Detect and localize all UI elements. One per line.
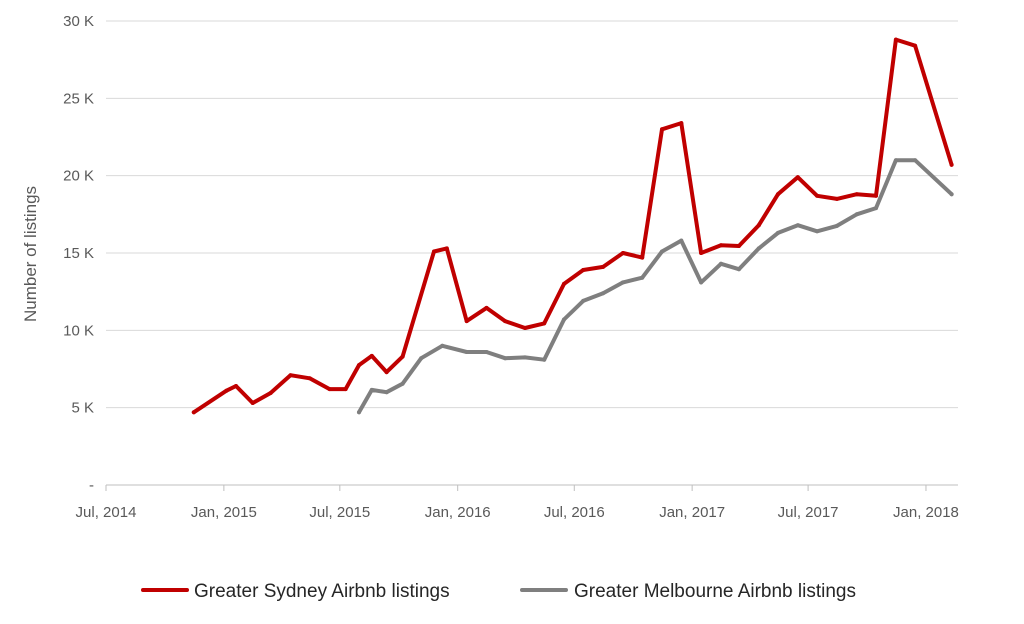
data-point (224, 388, 229, 393)
data-point (288, 373, 293, 378)
data-point (679, 238, 684, 243)
x-tick-label: Jul, 2014 (76, 504, 137, 521)
x-tick-label: Jan, 2018 (893, 504, 959, 521)
series-line-sydney (191, 37, 954, 415)
x-tick-label: Jan, 2016 (425, 504, 491, 521)
gridlines (106, 20, 958, 409)
y-tick-label: 30 K (63, 13, 94, 30)
data-point (444, 246, 449, 251)
data-point (834, 223, 839, 228)
data-point (234, 384, 238, 388)
data-point (601, 264, 606, 269)
data-point (601, 291, 606, 296)
data-point (949, 162, 954, 167)
data-point (250, 401, 255, 405)
y-tick-label: 15 K (63, 245, 94, 262)
data-point (621, 251, 625, 255)
data-point (307, 376, 312, 381)
data-point (854, 212, 859, 217)
y-axis-title: Number of listings (21, 186, 40, 322)
data-point (464, 319, 469, 324)
data-point (874, 206, 878, 211)
series-lines (191, 37, 954, 415)
data-point (913, 43, 918, 48)
data-point (776, 230, 780, 235)
data-point (542, 321, 547, 326)
data-point (542, 357, 547, 362)
data-point (756, 246, 761, 251)
data-point (640, 275, 645, 280)
data-point (640, 255, 645, 260)
series-line-melbourne (357, 158, 954, 415)
data-point (400, 354, 405, 359)
y-tick-label: - (89, 477, 94, 494)
data-point (660, 127, 664, 132)
data-point (913, 158, 918, 163)
data-point (621, 280, 625, 285)
data-point (327, 387, 332, 392)
data-point (464, 350, 469, 354)
data-point (854, 192, 859, 197)
legend: Greater Sydney Airbnb listings Greater Me… (141, 581, 856, 602)
data-point (776, 192, 780, 197)
data-point (503, 319, 508, 324)
data-point (343, 387, 348, 392)
y-tick-label: 10 K (63, 322, 94, 339)
x-tick-label: Jan, 2017 (659, 504, 725, 521)
data-point (893, 158, 898, 163)
data-point (795, 175, 800, 180)
data-point (699, 251, 704, 255)
data-point (949, 192, 954, 197)
data-point (562, 317, 566, 322)
data-point (736, 244, 741, 248)
x-tick-label: Jul, 2016 (544, 504, 605, 521)
x-tick-label: Jul, 2017 (778, 504, 839, 521)
data-point (581, 298, 586, 303)
data-point (484, 305, 489, 310)
y-tick-label: 5 K (71, 400, 94, 417)
data-point (523, 355, 527, 360)
data-point (432, 249, 436, 254)
x-axis: Jul, 2014 Jan, 2015 Jul, 2015 Jan, 2016 Jul,… (76, 484, 959, 521)
data-point (562, 281, 566, 286)
x-tick-label: Jul, 2015 (309, 504, 370, 521)
data-point (581, 268, 586, 272)
data-point (815, 229, 820, 234)
x-tick-label: Jan, 2015 (191, 504, 257, 521)
data-point (893, 37, 898, 42)
data-point (679, 121, 684, 126)
data-point (719, 243, 723, 248)
data-point (268, 391, 273, 395)
data-point (369, 387, 374, 392)
data-point (484, 350, 489, 354)
data-point (191, 410, 196, 415)
legend-label: Greater Melbourne Airbnb listings (574, 581, 856, 602)
data-point (357, 410, 361, 415)
data-point (384, 390, 389, 395)
data-point (503, 356, 508, 361)
data-point (369, 353, 374, 358)
y-tick-label: 20 K (63, 168, 94, 185)
data-point (795, 223, 800, 228)
data-point (419, 356, 424, 361)
data-point (523, 326, 527, 330)
legend-label: Greater Sydney Airbnb listings (194, 581, 450, 602)
data-point (660, 249, 664, 254)
data-point (400, 381, 405, 386)
data-point (815, 193, 820, 198)
data-point (874, 193, 878, 198)
data-point (357, 363, 361, 368)
data-point (834, 196, 839, 201)
y-tick-label: 25 K (63, 90, 94, 107)
data-point (699, 280, 704, 285)
y-axis: - 5 K 10 K 15 K 20 K 25 K 30 K (63, 13, 94, 494)
data-point (756, 223, 761, 228)
data-point (736, 267, 741, 272)
data-point (440, 343, 445, 348)
data-point (384, 370, 389, 375)
data-point (719, 261, 723, 266)
